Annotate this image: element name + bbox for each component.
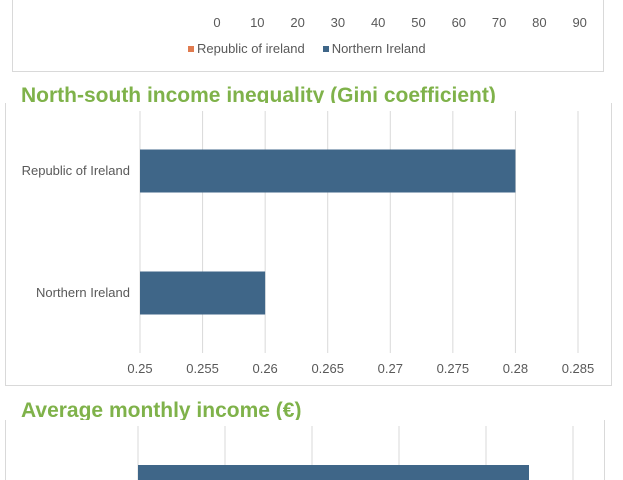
top-axis-tick-label: 90 xyxy=(572,15,586,30)
gini-heading-post: coefficient) xyxy=(378,84,496,107)
gini-x-tick-label: 0.26 xyxy=(252,361,277,376)
legend-item-republic: Republic of ireland xyxy=(188,41,305,56)
legend-label-republic: Republic of ireland xyxy=(197,41,305,56)
top-axis-tick-label: 60 xyxy=(452,15,466,30)
top-axis-tick-label: 20 xyxy=(290,15,304,30)
gini-x-tick-label: 0.275 xyxy=(437,361,470,376)
gini-x-tick-label: 0.255 xyxy=(186,361,219,376)
gini-heading-word: Gini xyxy=(337,84,379,107)
top-axis-tick-label: 10 xyxy=(250,15,264,30)
top-chart-frame: 0 10 20 30 40 50 60 70 80 90 Republic of ireland … xyxy=(12,0,604,72)
gini-category-label: Northern Ireland xyxy=(36,285,130,300)
gini-x-tick-label: 0.25 xyxy=(127,361,152,376)
gini-bar-republic xyxy=(140,149,516,193)
top-axis-tick-label: 0 xyxy=(213,15,220,30)
gini-x-tick-label: 0.27 xyxy=(378,361,403,376)
top-axis-tick-label: 40 xyxy=(371,15,385,30)
top-chart-legend: Republic of ireland Northern Ireland xyxy=(188,41,426,56)
income-bar xyxy=(138,465,529,480)
gini-category-label: Republic of Ireland xyxy=(22,163,130,178)
top-chart-axis: 0 10 20 30 40 50 60 70 80 90 xyxy=(213,15,587,30)
legend-label-northern: Northern Ireland xyxy=(331,41,426,56)
legend-swatch-republic xyxy=(188,45,194,52)
gini-heading-pre: North-south income inequality ( xyxy=(21,84,338,107)
income-chart-frame xyxy=(5,420,605,480)
gini-chart-frame: 0.25 0.255 0.26 0.265 0.27 0.275 0.28 0.285 Repu… xyxy=(5,103,612,386)
income-heading: Average monthly income (€) xyxy=(21,399,302,422)
gini-x-tick-label: 0.265 xyxy=(311,361,344,376)
top-axis-tick-label: 30 xyxy=(331,15,345,30)
legend-item-northern: Northern Ireland xyxy=(322,41,426,56)
top-axis-tick-label: 80 xyxy=(532,15,546,30)
gini-x-tick-label: 0.28 xyxy=(503,361,528,376)
gini-chart: 0.25 0.255 0.26 0.265 0.27 0.275 0.28 0.285 Repu… xyxy=(22,111,595,376)
legend-swatch-northern xyxy=(322,45,329,52)
gini-x-tick-label: 0.285 xyxy=(562,361,595,376)
income-chart xyxy=(137,426,574,480)
top-axis-tick-label: 70 xyxy=(492,15,506,30)
top-axis-tick-label: 50 xyxy=(411,15,425,30)
gini-heading: North-south income inequality (Gini coef… xyxy=(21,84,496,108)
gini-bar-northern xyxy=(140,271,266,315)
